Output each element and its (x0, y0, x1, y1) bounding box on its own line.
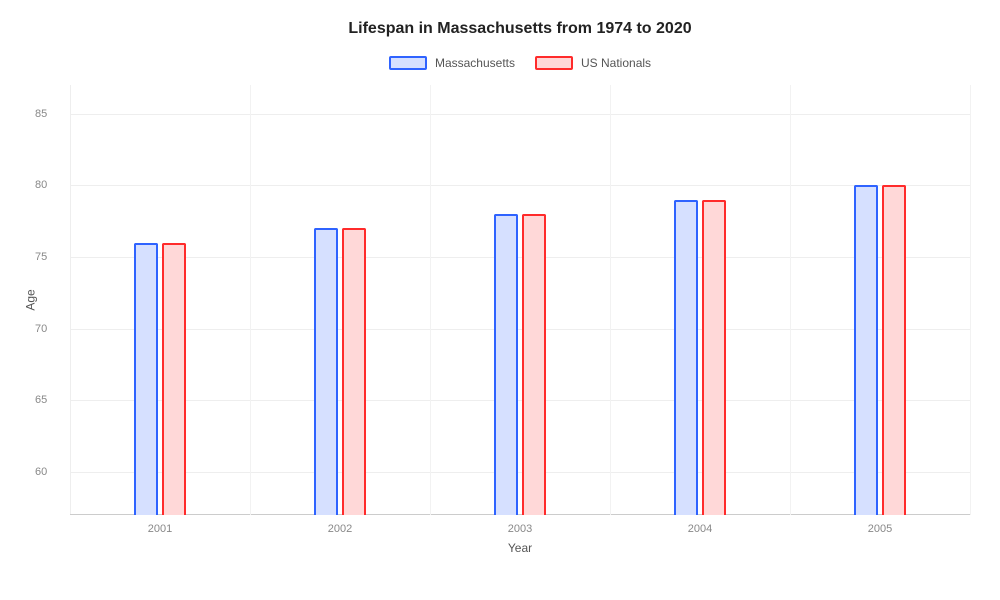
vertical-grid-line (610, 85, 611, 515)
bar-group (134, 243, 186, 515)
y-tick-label: 85 (35, 108, 47, 120)
legend-swatch-massachusetts (389, 56, 427, 70)
x-tick-label: 2005 (868, 523, 892, 535)
bar[interactable] (854, 185, 878, 515)
x-tick-label: 2001 (148, 523, 172, 535)
y-tick-label: 75 (35, 251, 47, 263)
y-axis-label: Age (24, 289, 38, 310)
legend-label-massachusetts: Massachusetts (435, 56, 515, 70)
legend-item-us-nationals[interactable]: US Nationals (535, 56, 651, 70)
legend-swatch-us-nationals (535, 56, 573, 70)
bar-group (674, 200, 726, 515)
grid-line (70, 185, 970, 186)
chart-title: Lifespan in Massachusetts from 1974 to 2… (70, 20, 970, 38)
vertical-grid-line (790, 85, 791, 515)
x-tick-label: 2004 (688, 523, 712, 535)
bar[interactable] (162, 243, 186, 515)
bar[interactable] (314, 228, 338, 515)
bar[interactable] (494, 214, 518, 515)
bar-group (314, 228, 366, 515)
x-tick-label: 2003 (508, 523, 532, 535)
bar[interactable] (882, 185, 906, 515)
y-tick-label: 60 (35, 466, 47, 478)
grid-line (70, 114, 970, 115)
y-tick-label: 80 (35, 179, 47, 191)
bar[interactable] (674, 200, 698, 515)
chart-container: Lifespan in Massachusetts from 1974 to 2… (0, 0, 1000, 600)
plot-area: Age Year 6065707580852001200220032004200… (70, 85, 970, 515)
bar-group (854, 185, 906, 515)
x-axis-label: Year (508, 541, 532, 555)
legend-label-us-nationals: US Nationals (581, 56, 651, 70)
vertical-grid-line (970, 85, 971, 515)
y-tick-label: 65 (35, 394, 47, 406)
bar[interactable] (522, 214, 546, 515)
bar[interactable] (702, 200, 726, 515)
x-tick-label: 2002 (328, 523, 352, 535)
vertical-grid-line (430, 85, 431, 515)
legend-item-massachusetts[interactable]: Massachusetts (389, 56, 515, 70)
legend: Massachusetts US Nationals (70, 56, 970, 70)
vertical-grid-line (250, 85, 251, 515)
bar-group (494, 214, 546, 515)
bar[interactable] (342, 228, 366, 515)
y-tick-label: 70 (35, 323, 47, 335)
plot-border-left (70, 85, 71, 515)
bar[interactable] (134, 243, 158, 515)
